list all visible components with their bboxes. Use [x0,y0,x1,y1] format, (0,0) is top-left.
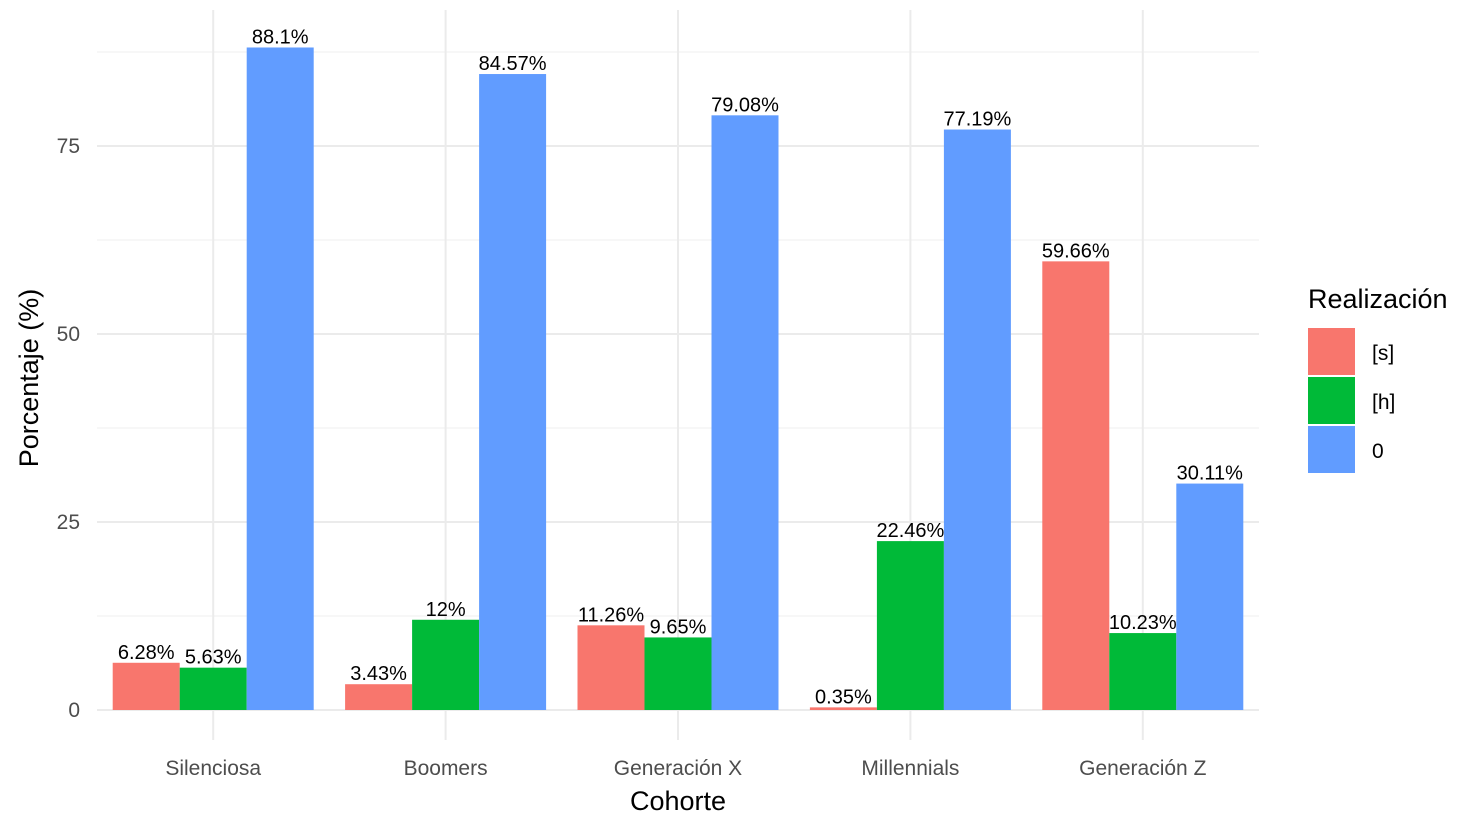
bar-generacion-z-h [1109,633,1177,710]
bar-silenciosa-h [179,667,247,710]
x-tick-label-generacion-x: Generación X [614,757,742,780]
x-tick-label-generacion-z: Generación Z [1079,757,1206,780]
legend-label: 0 [1372,440,1384,463]
bar-generacion-z-0 [1176,483,1244,710]
legend: Realización [s] [h] 0 [1308,284,1448,473]
bar-millennials-h [876,541,944,710]
y-tick-label: 0 [68,699,80,722]
x-axis-title: Cohorte [630,786,726,814]
data-label-millennials-0: 77.19% [943,109,1011,131]
data-label-generacion-x-0: 79.08% [711,94,779,116]
bar-millennials-s [809,707,877,710]
x-tick-label-silenciosa: Silenciosa [165,757,261,780]
bar-boomers-h [412,619,480,710]
x-tick-label-millennials: Millennials [861,757,959,780]
data-label-boomers-h: 12% [426,599,466,621]
bar-generacion-x-h [644,637,712,710]
data-label-millennials-h: 22.46% [876,520,944,542]
bars [112,47,1244,711]
legend-items: [s] [h] 0 [1308,328,1395,473]
bar-millennials-0 [943,129,1011,711]
legend-swatch [1308,377,1355,424]
legend-title: Realización [1308,284,1448,314]
bar-silenciosa-s [112,662,180,710]
legend-item-s: [s] [1308,328,1394,375]
bar-generacion-z-s [1042,261,1110,710]
data-label-generacion-z-h: 10.23% [1109,612,1177,634]
y-axis-title: Porcentaje (%) [14,289,44,468]
data-label-generacion-z-0: 30.11% [1177,463,1244,485]
data-label-generacion-z-s: 59.66% [1042,240,1110,262]
bar-boomers-s [345,684,413,710]
data-label-boomers-s: 3.43% [350,663,407,685]
bar-generacion-x-0 [711,115,779,710]
y-tick-label: 50 [57,323,80,346]
bar-boomers-0 [479,74,547,711]
bar-silenciosa-0 [246,47,314,711]
legend-swatch [1308,426,1355,473]
legend-label: [h] [1372,391,1395,414]
data-label-silenciosa-0: 88.1% [252,26,309,48]
data-label-generacion-x-s: 11.26% [578,604,645,626]
x-tick-label-boomers: Boomers [404,757,488,780]
y-tick-label: 25 [57,511,80,534]
legend-swatch [1308,328,1355,375]
data-label-silenciosa-s: 6.28% [118,642,175,664]
y-axis-ticks: 0 25 50 75 [57,135,80,722]
data-label-boomers-0: 84.57% [479,53,547,75]
data-label-silenciosa-h: 5.63% [185,647,242,669]
legend-label: [s] [1372,342,1394,365]
legend-item-h: [h] [1308,377,1395,424]
x-axis-ticks: Silenciosa Boomers Generación X Millennials… [165,757,1206,780]
y-tick-label: 75 [57,135,80,158]
data-label-generacion-x-h: 9.65% [650,616,707,638]
bar-generacion-x-s [577,625,645,710]
data-label-millennials-s: 0.35% [815,686,872,708]
data-labels: 6.28% 5.63% 88.1% 3.43% 12% 84.57% 11.26%9.65%… [118,26,1243,708]
legend-item-0: 0 [1308,426,1384,473]
